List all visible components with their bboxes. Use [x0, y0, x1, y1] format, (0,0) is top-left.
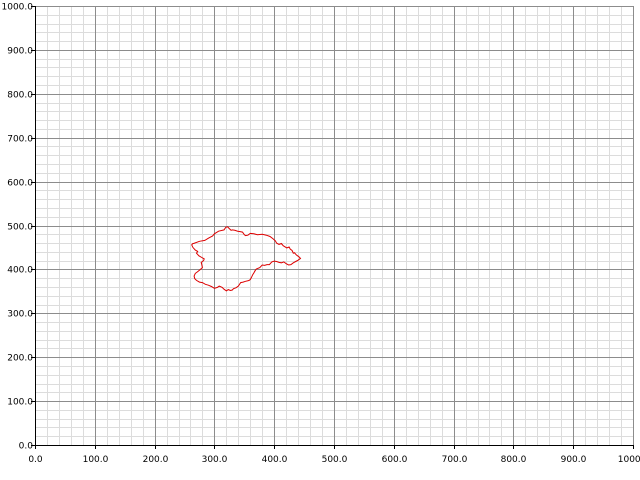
series-layer: [191, 226, 302, 292]
x-tick-label: 200.0: [143, 455, 169, 465]
y-tick-label: 100.0: [7, 398, 33, 408]
x-tick-label: 700.0: [442, 455, 468, 465]
y-tick-label: 600.0: [7, 179, 33, 189]
y-tick-label: 1000.0: [2, 3, 34, 13]
y-axis-tick-labels: 0.0 100.0 200.0 300.0 400.0 500.0 600.0 700.0 80…: [2, 3, 34, 452]
series-line: [191, 226, 302, 292]
x-tick-label: 400.0: [262, 455, 288, 465]
x-tick-label: 0.0: [28, 455, 43, 465]
tick-marks: [31, 6, 634, 449]
y-tick-label: 300.0: [7, 310, 33, 320]
y-tick-label: 700.0: [7, 135, 33, 145]
x-tick-label: 800.0: [501, 455, 527, 465]
x-tick-label: 100.0: [83, 455, 109, 465]
x-tick-label: 600.0: [382, 455, 408, 465]
y-tick-label: 200.0: [7, 354, 33, 364]
y-tick-label: 900.0: [7, 47, 33, 57]
x-tick-label: 900.0: [561, 455, 587, 465]
y-tick-label: 0.0: [19, 442, 34, 452]
x-tick-label: 500.0: [322, 455, 348, 465]
y-tick-label: 800.0: [7, 91, 33, 101]
x-tick-label: 1000.0: [618, 455, 640, 465]
x-axis-tick-labels: 0.0 100.0 200.0 300.0 400.0 500.0 600.0 700.0 80…: [28, 455, 640, 465]
y-tick-label: 400.0: [7, 266, 33, 276]
major-grid: [35, 6, 634, 446]
y-tick-label: 500.0: [7, 223, 33, 233]
x-tick-label: 300.0: [202, 455, 228, 465]
